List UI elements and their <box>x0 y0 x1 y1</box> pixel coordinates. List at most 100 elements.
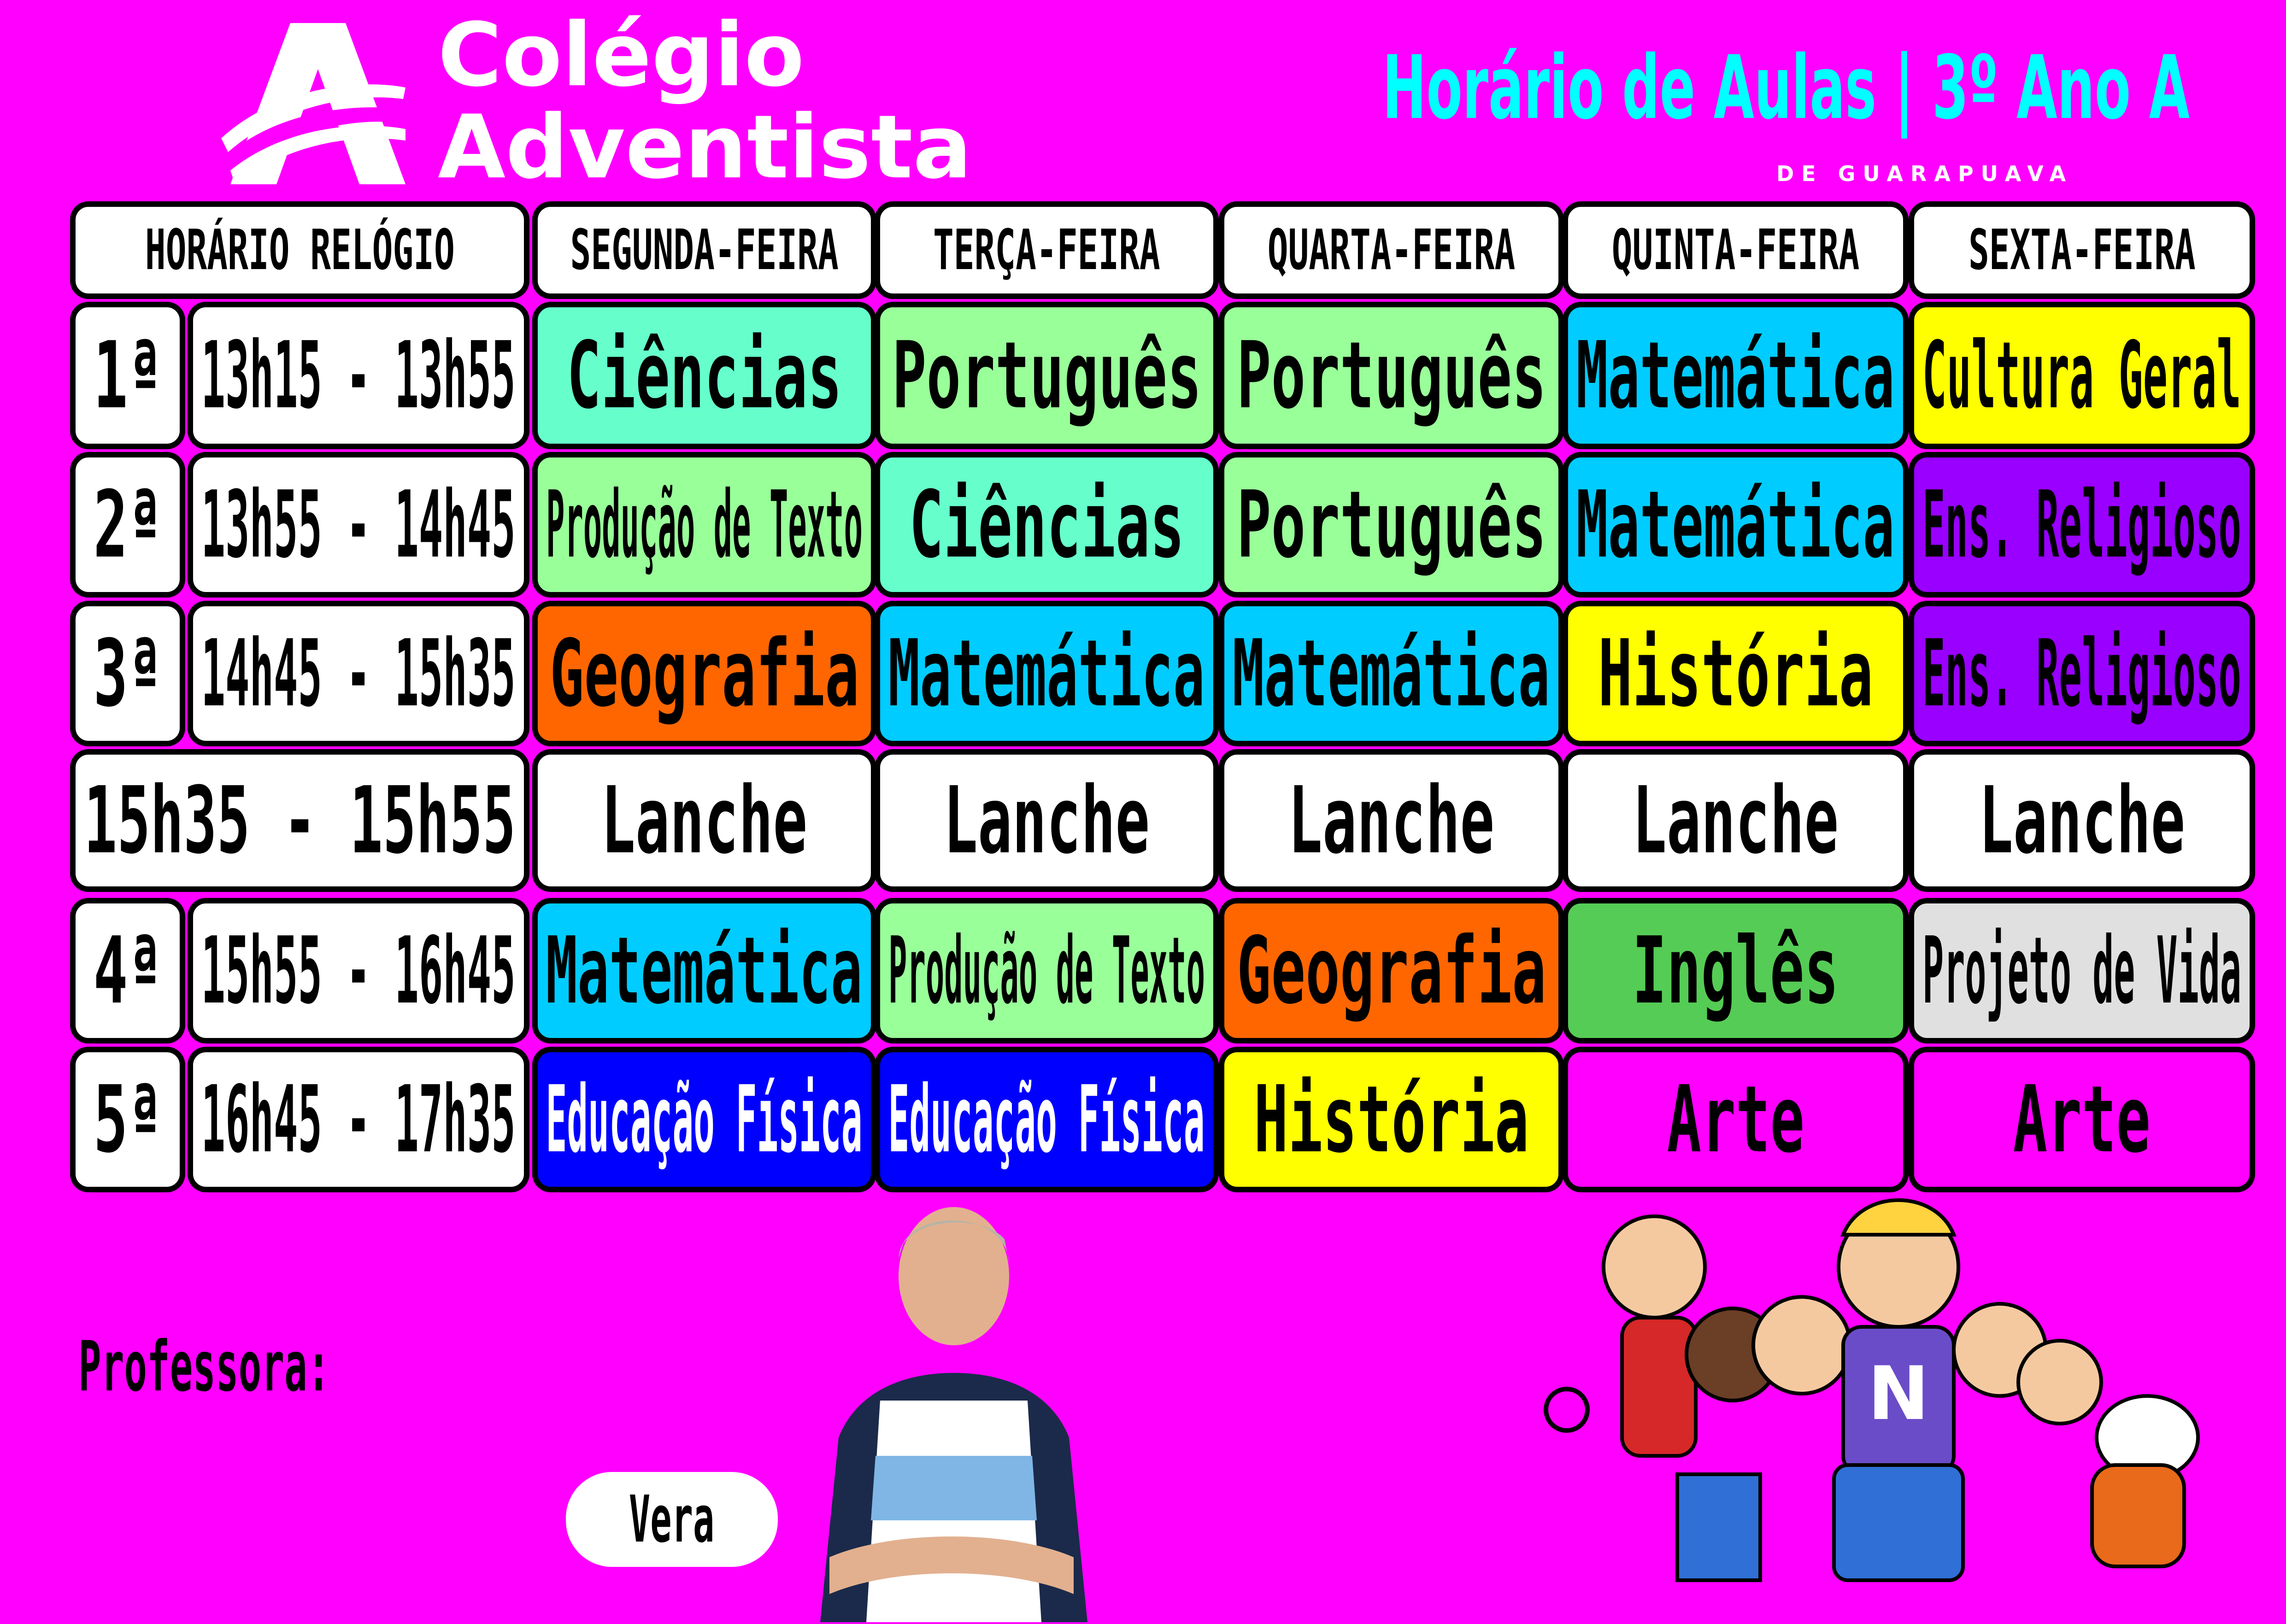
subject-cell-label: Português <box>1236 471 1546 579</box>
period-number: 4ª <box>70 898 185 1044</box>
subject-cell-label: Arte <box>1667 1066 1804 1173</box>
cartoon-characters-illustration: N <box>1539 1189 2230 1603</box>
subject-cell-label: Lanche <box>1632 767 1839 874</box>
column-header: TERÇA-FEIRA <box>875 201 1219 299</box>
subject-cell: Lanche <box>1563 749 1909 892</box>
subject-cell: Ens. Religioso <box>1909 452 2255 598</box>
subject-cell-label: Geografia <box>1236 917 1546 1025</box>
column-header: QUINTA-FEIRA <box>1563 201 1909 299</box>
subject-cell-label: Geografia <box>549 620 859 727</box>
subject-cell: História <box>1219 1047 1564 1192</box>
period-number-label: 1ª <box>93 322 162 429</box>
column-header: QUARTA-FEIRA <box>1219 201 1564 299</box>
teacher-photo <box>802 1198 1097 1622</box>
page-title: Horário de Aulas | 3º Ano A <box>1382 37 2190 139</box>
logo-line2: Adventista <box>438 96 972 198</box>
subject-cell-label: Matemática <box>1576 322 1895 429</box>
subject-cell-label: Matemática <box>1232 620 1551 727</box>
subject-cell-label: Lanche <box>1288 767 1495 874</box>
column-header-label: TERÇA-FEIRA <box>933 218 1160 282</box>
subject-cell-label: Matemática <box>1576 471 1895 579</box>
column-header-label: SEGUNDA-FEIRA <box>570 218 839 282</box>
subject-cell: Geografia <box>1219 898 1564 1044</box>
subject-cell: História <box>1563 601 1909 746</box>
subject-cell-label: Matemática <box>546 917 863 1025</box>
subject-cell: Produção de Texto <box>532 452 876 598</box>
period-time-label: 14h45 - 15h35 <box>201 620 516 727</box>
period-number: 3ª <box>70 601 185 746</box>
period-number: 2ª <box>70 452 185 598</box>
column-header: SEGUNDA-FEIRA <box>532 201 876 299</box>
subject-cell-label: Produção de Texto <box>888 917 1205 1025</box>
column-header-label: SEXTA-FEIRA <box>1968 218 2196 282</box>
teacher-label: Professora: <box>78 1327 330 1407</box>
period-time: 16h45 - 17h35 <box>188 1047 529 1192</box>
subject-cell-label: Lanche <box>601 767 808 874</box>
subject-cell: Matemática <box>875 601 1219 746</box>
period-time-label: 15h55 - 16h45 <box>201 917 516 1025</box>
column-header-label: QUINTA-FEIRA <box>1611 218 1860 282</box>
subject-cell: Lanche <box>875 749 1219 892</box>
subject-cell: Lanche <box>1909 749 2255 892</box>
logo-line1: Colégio <box>438 4 805 106</box>
subject-cell-label: Português <box>1236 322 1546 429</box>
subject-cell: Cultura Geral <box>1909 302 2255 449</box>
subject-cell-label: Ens. Religioso <box>1922 620 2241 727</box>
subject-cell-label: Educação Física <box>888 1066 1205 1173</box>
period-time: 13h55 - 14h45 <box>188 452 529 598</box>
subject-cell-label: Matemática <box>888 620 1205 727</box>
column-header: HORÁRIO RELÓGIO <box>70 201 529 299</box>
subject-cell: Educação Física <box>532 1047 876 1192</box>
period-time: 13h15 - 13h55 <box>188 302 529 449</box>
subject-cell-label: Lanche <box>943 767 1150 874</box>
subject-cell: Português <box>1219 452 1564 598</box>
svg-text:N: N <box>1868 1350 1929 1436</box>
subject-cell: Português <box>1219 302 1564 449</box>
school-logo <box>221 18 415 189</box>
subject-cell: Arte <box>1563 1047 1909 1192</box>
period-number: 1ª <box>70 302 185 449</box>
subject-cell: Geografia <box>532 601 876 746</box>
subject-cell-label: Produção de Texto <box>546 471 863 579</box>
teacher-name-badge: Vera <box>566 1472 778 1567</box>
logo-a-icon <box>221 23 410 184</box>
period-number-label: 2ª <box>93 471 162 579</box>
subject-cell-label: Projeto de Vida <box>1922 917 2242 1025</box>
subject-cell-label: Ens. Religioso <box>1922 471 2241 579</box>
column-header-label: QUARTA-FEIRA <box>1267 218 1516 282</box>
period-time: 15h55 - 16h45 <box>188 898 529 1044</box>
subject-cell-label: Inglês <box>1632 917 1839 1025</box>
subject-cell: Lanche <box>532 749 876 892</box>
subject-cell: Arte <box>1909 1047 2255 1192</box>
subject-cell: Português <box>875 302 1219 449</box>
subject-cell-label: História <box>1598 620 1874 727</box>
subject-cell-label: Cultura Geral <box>1922 322 2242 429</box>
subject-cell: Ciências <box>875 452 1219 598</box>
subject-cell: Matemática <box>532 898 876 1044</box>
subject-cell-label: Ciências <box>566 322 842 429</box>
subject-cell: Produção de Texto <box>875 898 1219 1044</box>
period-time-label: 13h55 - 14h45 <box>201 471 516 579</box>
subject-cell: Matemática <box>1219 601 1564 746</box>
subject-cell-label: História <box>1253 1066 1529 1173</box>
break-time-label: 15h35 - 15h55 <box>83 767 516 874</box>
period-number-label: 4ª <box>93 917 162 1025</box>
subject-cell: Matemática <box>1563 452 1909 598</box>
column-header: SEXTA-FEIRA <box>1909 201 2255 299</box>
teacher-name: Vera <box>629 1482 715 1557</box>
subject-cell: Matemática <box>1563 302 1909 449</box>
subject-cell: Lanche <box>1219 749 1564 892</box>
subject-cell: Ciências <box>532 302 876 449</box>
subject-cell-label: Português <box>892 322 1202 429</box>
break-time: 15h35 - 15h55 <box>70 749 529 892</box>
subject-cell: Inglês <box>1563 898 1909 1044</box>
subject-cell-label: Lanche <box>1979 767 2185 874</box>
logo-subtitle: DE GUARAPUAVA <box>1776 161 2074 186</box>
subject-cell-label: Arte <box>2013 1066 2151 1173</box>
column-header-label: HORÁRIO RELÓGIO <box>145 218 455 282</box>
period-time-label: 16h45 - 17h35 <box>201 1066 516 1173</box>
subject-cell: Ens. Religioso <box>1909 601 2255 746</box>
period-time: 14h45 - 15h35 <box>188 601 529 746</box>
period-number: 5ª <box>70 1047 185 1192</box>
subject-cell-label: Educação Física <box>546 1066 863 1173</box>
